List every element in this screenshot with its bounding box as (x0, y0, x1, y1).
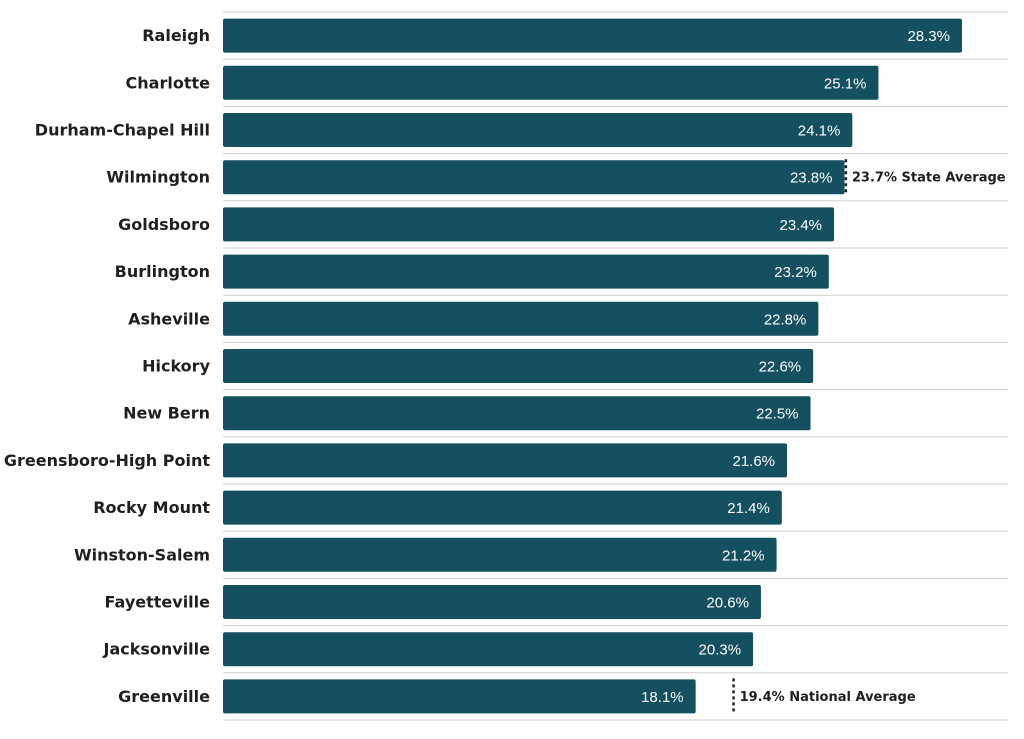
value-label: 23.2% (774, 264, 817, 281)
category-label: Rocky Mount (93, 498, 210, 517)
bar (223, 18, 962, 53)
bar (223, 160, 845, 195)
value-label: 23.8% (790, 170, 833, 187)
bar (223, 679, 696, 714)
value-label: 21.6% (732, 453, 775, 470)
category-label: Raleigh (142, 26, 210, 45)
row-separators (223, 11, 1008, 721)
category-label: Charlotte (126, 73, 211, 92)
category-label: Hickory (142, 357, 210, 376)
bar (223, 207, 835, 242)
bar (223, 632, 754, 667)
reference-label: 19.4% National Average (740, 690, 916, 705)
reference-label: 23.7% State Average (852, 171, 1006, 186)
bar (223, 349, 814, 383)
bars (223, 18, 962, 714)
category-label: Greenville (118, 687, 210, 706)
bar (223, 490, 782, 525)
bar (223, 396, 811, 431)
category-labels: Raleigh Charlotte Durham-Chapel Hill Wilmin… (4, 26, 211, 706)
reference-lines: 23.7% State Average 19.4% National Averag… (732, 159, 1006, 715)
category-label: Goldsboro (118, 215, 210, 234)
value-label: 22.5% (756, 406, 799, 423)
category-label: Durham-Chapel Hill (35, 121, 210, 140)
bar (223, 537, 777, 572)
category-label: Winston-Salem (74, 545, 210, 564)
bar (223, 301, 819, 336)
bar (223, 65, 879, 100)
value-label: 23.4% (779, 217, 822, 234)
value-label: 22.8% (764, 311, 807, 328)
bar (223, 113, 853, 147)
category-label: Burlington (115, 262, 210, 281)
value-label: 21.4% (727, 500, 770, 517)
category-label: Wilmington (106, 168, 210, 187)
value-label: 22.6% (759, 359, 802, 376)
bar (223, 585, 761, 619)
value-label: 21.2% (722, 547, 765, 564)
category-label: Greensboro-High Point (4, 451, 210, 470)
value-label: 25.1% (824, 75, 867, 92)
value-label: 20.3% (699, 642, 742, 659)
category-label: Jacksonville (102, 640, 210, 659)
category-label: Fayetteville (105, 593, 211, 612)
value-label: 18.1% (641, 689, 684, 706)
category-label: New Bern (123, 404, 210, 423)
value-label: 24.1% (798, 123, 841, 140)
bar (223, 254, 829, 289)
bar (223, 443, 788, 478)
value-labels: 28.3% 25.1% 24.1% 23.8% 23.4% 23.2% 22.8% 22.6%… (641, 28, 950, 706)
category-label: Asheville (128, 309, 210, 328)
value-label: 20.6% (706, 595, 749, 612)
value-label: 28.3% (907, 28, 950, 45)
